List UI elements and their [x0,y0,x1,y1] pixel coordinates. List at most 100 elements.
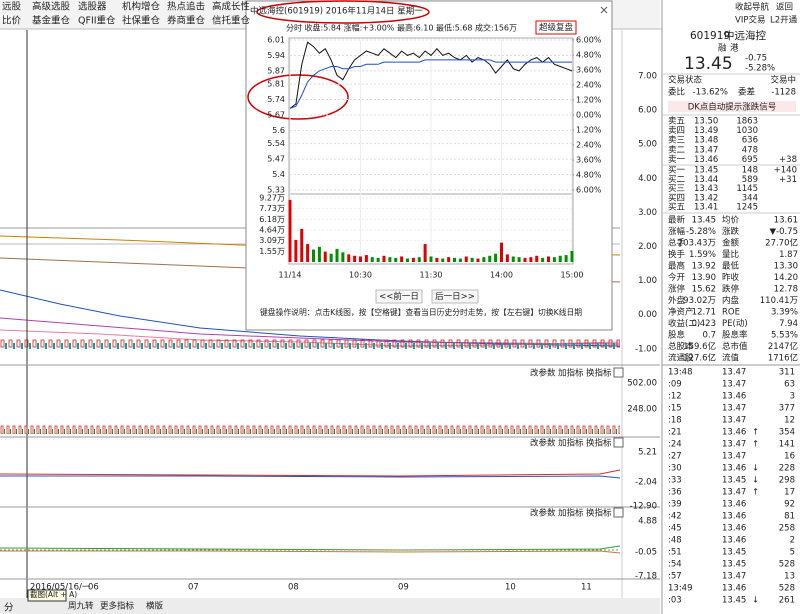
book-label: 买三 [668,184,685,194]
toolbar-item[interactable]: 信托重仓 [212,15,251,27]
y-tick-label: 5.33 [267,186,285,195]
tick-price: 13.46 [722,524,746,534]
stat-label: ROE [722,308,740,318]
nav-link[interactable]: L2开通 [770,15,798,26]
price-change: -0.75 [745,54,767,64]
tick-volume: 12 [784,416,795,426]
book-label: 买一 [668,166,686,176]
y2-tick-label: 2.40% [576,81,602,90]
panel-button[interactable]: 加指标 [558,368,584,379]
y-tick-label: 5.4 [272,170,285,179]
tick-time: 13:49 [668,584,693,594]
panel-axis-label: 4.88 [638,517,657,527]
toolbar-item[interactable]: QFII重仓 [78,15,116,27]
volume-bar [511,256,515,262]
candles [0,334,620,350]
panel-close[interactable] [613,437,624,448]
tick-time: :57 [668,572,682,582]
book-volume: 344 [742,193,758,203]
volume-bar [423,244,427,262]
toolbar-item[interactable]: 比价 [2,15,22,27]
status-label: 交易状态 [668,75,703,86]
prev-button[interactable] [375,289,423,304]
volume-bar [441,258,445,262]
panel-button[interactable]: 改参数 [530,508,556,519]
date-label: 08 [288,583,299,593]
tick-volume: 13 [784,572,795,582]
toolbar-item[interactable]: 高成长性 [212,1,251,13]
toolbar-item[interactable]: 机构增仓 [122,1,161,13]
tooltip-text: 截图(Alt + A) [30,589,77,599]
next-button[interactable] [431,289,479,304]
panel-button[interactable]: 换指标 [586,438,612,449]
tooltip [27,589,67,602]
panel-close[interactable] [613,507,624,518]
date-label: 2016/05/16/一 [30,583,91,593]
bottom-tab[interactable]: 横版 [146,601,164,612]
popup-frame [245,0,613,331]
panel-close[interactable] [613,367,624,378]
volume-bar [517,257,521,262]
panel-button[interactable]: 换指标 [586,508,612,519]
stock-code: 601919 [690,30,730,42]
replay-button[interactable] [535,20,577,35]
next-button-label[interactable]: 后一日>> [435,291,475,302]
toolbar-item[interactable]: 基金重仓 [32,15,71,27]
y-tick-label: 6.01 [267,36,285,45]
ratio-value: -13.62% [693,88,728,98]
panel-button[interactable]: 加指标 [558,438,584,449]
stat-value: 5.53% [771,331,798,341]
stat-label: 最高 [668,261,685,272]
stat-value: 0.423 [692,319,716,329]
volume-bar [529,257,533,262]
tick-volume: 81 [784,512,795,522]
panel-button[interactable]: 换指标 [586,368,612,379]
tick-volume: 228 [779,464,795,474]
tick-time: 13:48 [668,368,693,378]
stat-value: 15.62 [692,285,716,295]
nav-link[interactable]: 收起导航 [735,2,770,13]
y2-tick-label: 1.20% [576,126,602,135]
bottom-bar [0,598,660,614]
tick-price: 13.46 [722,392,746,402]
bottom-tab[interactable]: 周九转 [68,601,94,612]
tick-arrow: ↓ [752,596,759,606]
nav-link[interactable]: VIP交易 [735,15,765,26]
popup-info: 分时 收盘:5.84 涨幅:+3.00% 最高:6.10 最低:5.68 成交:… [286,23,517,33]
toolbar-item[interactable]: 券商重仓 [167,15,206,27]
volume-bar [382,255,386,262]
bottom-tab[interactable]: 更多指标 [100,601,135,612]
volume-bar [411,257,415,262]
toolbar-item[interactable]: 社保重仓 [122,15,161,27]
tick-price: 13.46 [722,428,746,438]
tick-volume: 17 [784,488,795,498]
panel-button[interactable]: 改参数 [530,438,556,449]
tick-time: :54 [668,560,682,570]
stat-value: 13.45 [692,216,716,226]
tick-arrow: ↓ [752,464,759,474]
date-label: 06 [88,583,99,593]
stat-value: 1.59% [689,250,716,260]
stat-value: 0.7 [702,331,716,341]
toolbar-item[interactable]: 选股器 [78,1,107,13]
toolbar-item[interactable]: 远股 [2,2,22,13]
stat-value: 12.71 [692,308,716,318]
signal-text: DK点自动提示涨跌信号 [688,102,777,113]
book-volume: 589 [742,175,758,185]
toolbar-item[interactable]: 热点追击 [167,1,205,13]
panel-button[interactable]: 加指标 [558,508,584,519]
prev-button-label[interactable]: <<前一日 [379,291,419,302]
panel-axis-label: -12.90 [630,502,657,512]
price-axis-label: 7.00 [638,72,657,82]
toolbar-item[interactable]: 高级选股 [32,1,71,13]
bottom-tab[interactable]: 分 [4,603,14,614]
replay-button-label[interactable]: 超级复盘 [539,22,574,33]
panel-button[interactable]: 改参数 [530,368,556,379]
close-button[interactable] [600,6,608,14]
nav-link[interactable]: 返回 [776,2,793,13]
volume-bar [435,257,439,262]
last-price: 13.45 [684,54,733,74]
stock-tag: 港 [730,43,739,54]
